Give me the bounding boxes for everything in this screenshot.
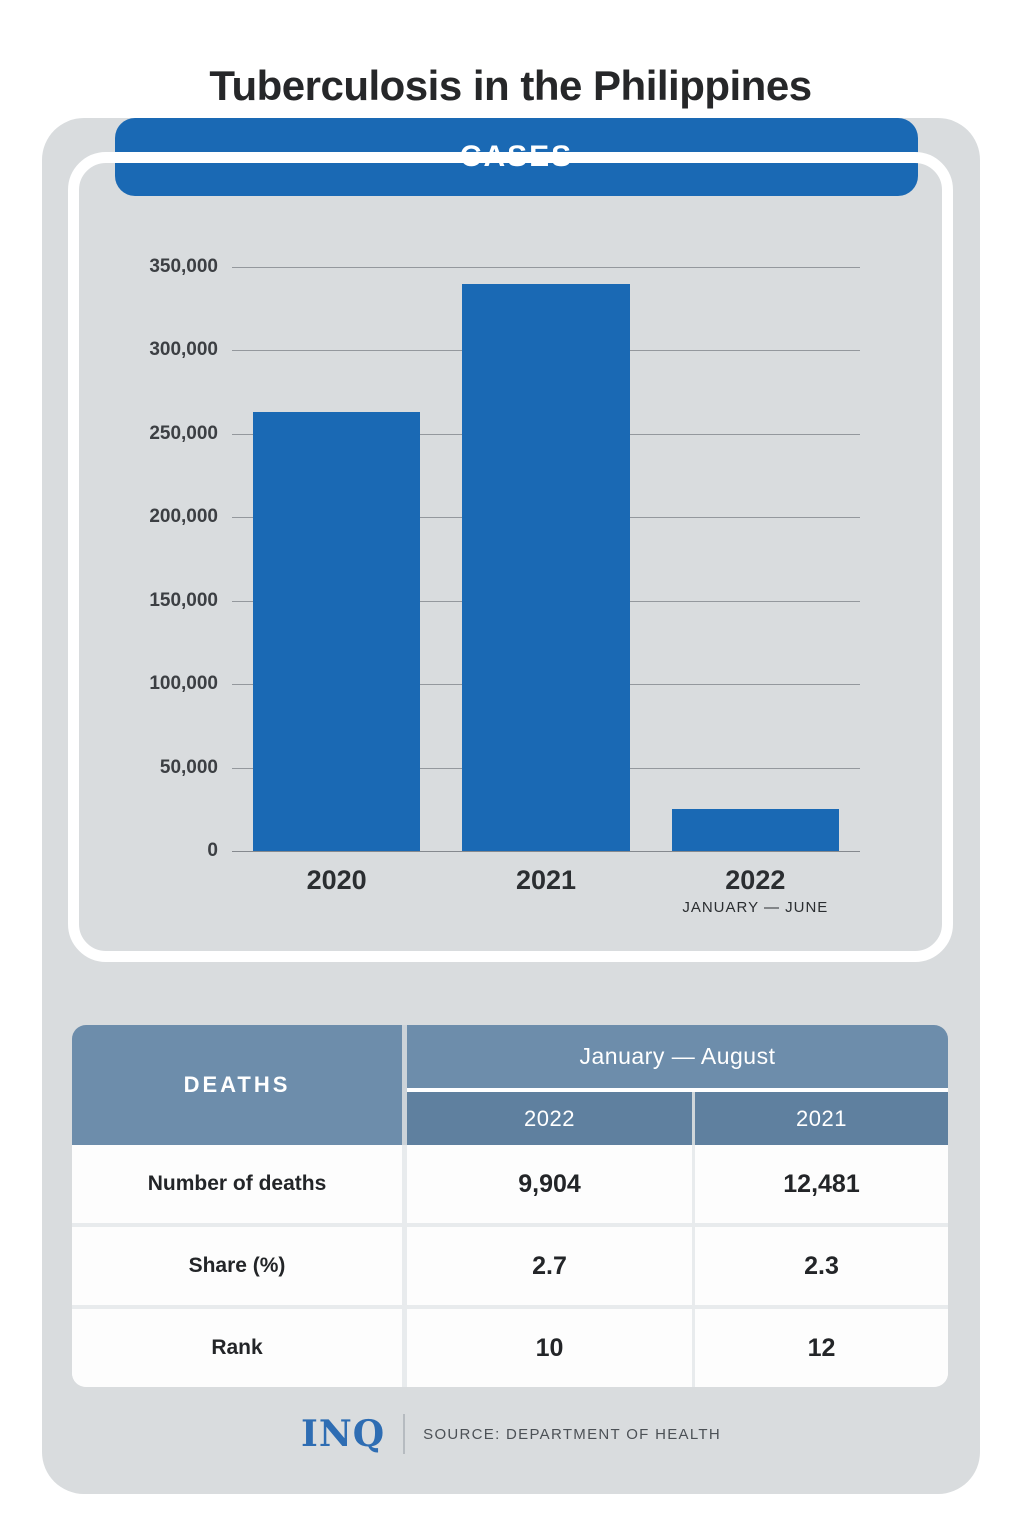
table-row: Number of deaths 9,904 12,481 — [72, 1145, 948, 1223]
cases-x-axis-labels: 2020 2021 2022 JANUARY — JUNE — [232, 865, 860, 916]
x-label-year-2020: 2020 — [306, 865, 367, 895]
source-attribution: SOURCE: DEPARTMENT OF HEALTH — [423, 1425, 721, 1443]
row-value-2021: 12,481 — [783, 1169, 860, 1198]
x-label-year-2021: 2021 — [515, 865, 577, 895]
inq-logo: INQ — [301, 1413, 386, 1455]
row-label: Share (%) — [188, 1254, 286, 1277]
deaths-table-body: Number of deaths 9,904 12,481 Share (%) 2.7 2… — [72, 1145, 948, 1387]
cases-chart-panel: 350,000 300,000 250,000 200,000 150,000 100,0… — [68, 152, 953, 962]
deaths-table-col-2022: 2022 — [524, 1105, 575, 1131]
deaths-table-col-2021: 2021 — [796, 1105, 847, 1131]
deaths-table-year-columns: 2022 2021 — [407, 1092, 948, 1145]
deaths-table-title-cell: DEATHS — [72, 1025, 402, 1145]
table-row: Share (%) 2.7 2.3 — [72, 1223, 948, 1305]
row-vertical-divider — [692, 1309, 695, 1387]
y-tick-300000: 300,000 — [149, 339, 218, 361]
footer: INQ SOURCE: DEPARTMENT OF HEALTH — [42, 1411, 980, 1457]
row-value-2022: 2.7 — [532, 1251, 567, 1280]
deaths-table-header: DEATHS January — August 2022 2021 — [72, 1025, 948, 1145]
table-row: Rank 10 12 — [72, 1305, 948, 1387]
row-vertical-divider — [692, 1145, 695, 1223]
row-value-2021: 12 — [807, 1333, 836, 1362]
y-tick-250000: 250,000 — [149, 422, 218, 444]
infographic-card: CASES 350,000 300,000 250,000 200,000 150,00… — [42, 118, 980, 1494]
row-label: Number of deaths — [147, 1172, 327, 1195]
row-vertical-divider — [402, 1309, 407, 1387]
deaths-table-span-header-label: January — August — [579, 1043, 776, 1069]
row-vertical-divider — [692, 1227, 695, 1305]
x-label-2021: 2021 — [441, 865, 650, 916]
y-tick-200000: 200,000 — [149, 506, 218, 528]
deaths-table: DEATHS January — August 2022 2021 Number… — [72, 1025, 948, 1387]
deaths-table-header-right: January — August 2022 2021 — [407, 1025, 948, 1145]
gridline-350000 — [232, 267, 860, 268]
deaths-table-col-divider — [692, 1092, 695, 1145]
gridline-0 — [232, 851, 860, 852]
page-title: Tuberculosis in the Philippines — [209, 62, 812, 110]
deaths-table-header-divider — [402, 1025, 407, 1145]
row-value-2022: 9,904 — [518, 1169, 581, 1198]
y-tick-150000: 150,000 — [149, 589, 218, 611]
y-tick-50000: 50,000 — [159, 756, 218, 778]
x-label-year-2022: 2022 — [725, 865, 786, 895]
y-tick-350000: 350,000 — [149, 256, 218, 277]
row-vertical-divider — [402, 1227, 407, 1305]
row-label: Rank — [211, 1336, 263, 1359]
y-tick-100000: 100,000 — [149, 673, 218, 695]
x-label-2020: 2020 — [232, 865, 441, 916]
x-label-2022: 2022 JANUARY — JUNE — [651, 865, 860, 916]
bar-2021 — [462, 283, 630, 851]
y-tick-0: 0 — [207, 840, 218, 861]
row-value-2021: 2.3 — [804, 1251, 839, 1280]
row-vertical-divider — [402, 1145, 407, 1223]
cases-plot: 350,000 300,000 250,000 200,000 150,000 100,0… — [149, 256, 860, 861]
row-value-2022: 10 — [535, 1333, 564, 1362]
x-label-sub-2022: JANUARY — JUNE — [682, 899, 829, 916]
deaths-table-span-header: January — August — [407, 1025, 948, 1092]
bar-2022 — [671, 809, 840, 851]
footer-divider — [403, 1414, 406, 1454]
bar-2020 — [252, 412, 421, 851]
deaths-table-title: DEATHS — [183, 1072, 291, 1097]
